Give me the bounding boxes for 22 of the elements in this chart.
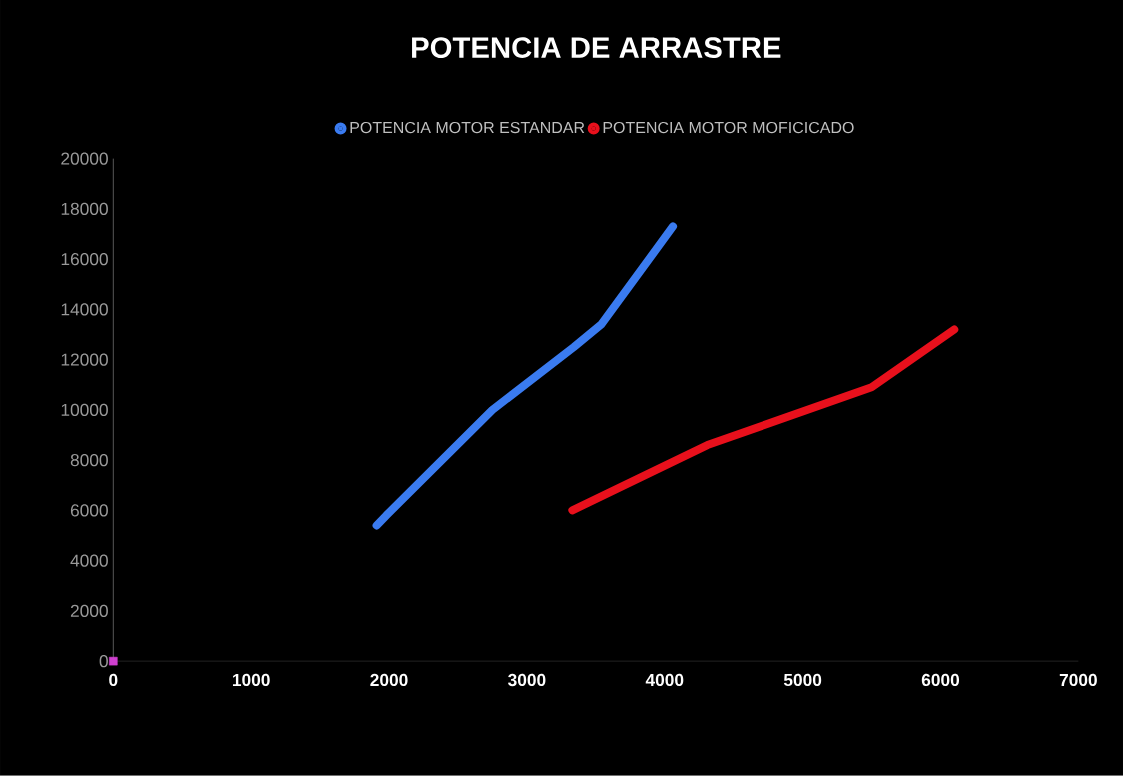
x-tick-label: 2000: [370, 673, 408, 687]
y-tick-label: 0: [99, 655, 108, 668]
y-tick-label: 4000: [70, 554, 108, 567]
x-tick-label: 0: [109, 673, 118, 687]
x-tick-label: 6000: [921, 673, 960, 687]
y-tick-label: 8000: [70, 454, 108, 467]
legend-label: POTENCIA MOTOR MOFICICADO: [603, 122, 854, 134]
chart-title: POTENCIA DE ARRASTRE: [412, 37, 781, 59]
y-tick-label: 20000: [61, 152, 108, 165]
y-tick-label: 6000: [70, 504, 108, 517]
y-tick-label: 10000: [61, 403, 108, 417]
y-tick-label: 16000: [61, 253, 108, 266]
y-tick-label: 18000: [61, 202, 108, 216]
x-tick-label: 3000: [508, 673, 546, 687]
x-tick-label: 1000: [232, 673, 270, 687]
y-tick-label: 2000: [70, 604, 108, 618]
x-tick-label: 5000: [783, 673, 822, 687]
x-tick-label: 7000: [1059, 673, 1097, 687]
y-tick-label: 14000: [61, 303, 108, 316]
legend-label: POTENCIA MOTOR ESTANDAR: [350, 122, 585, 134]
x-tick-label: 4000: [645, 673, 684, 687]
y-tick-label: 12000: [61, 353, 108, 366]
